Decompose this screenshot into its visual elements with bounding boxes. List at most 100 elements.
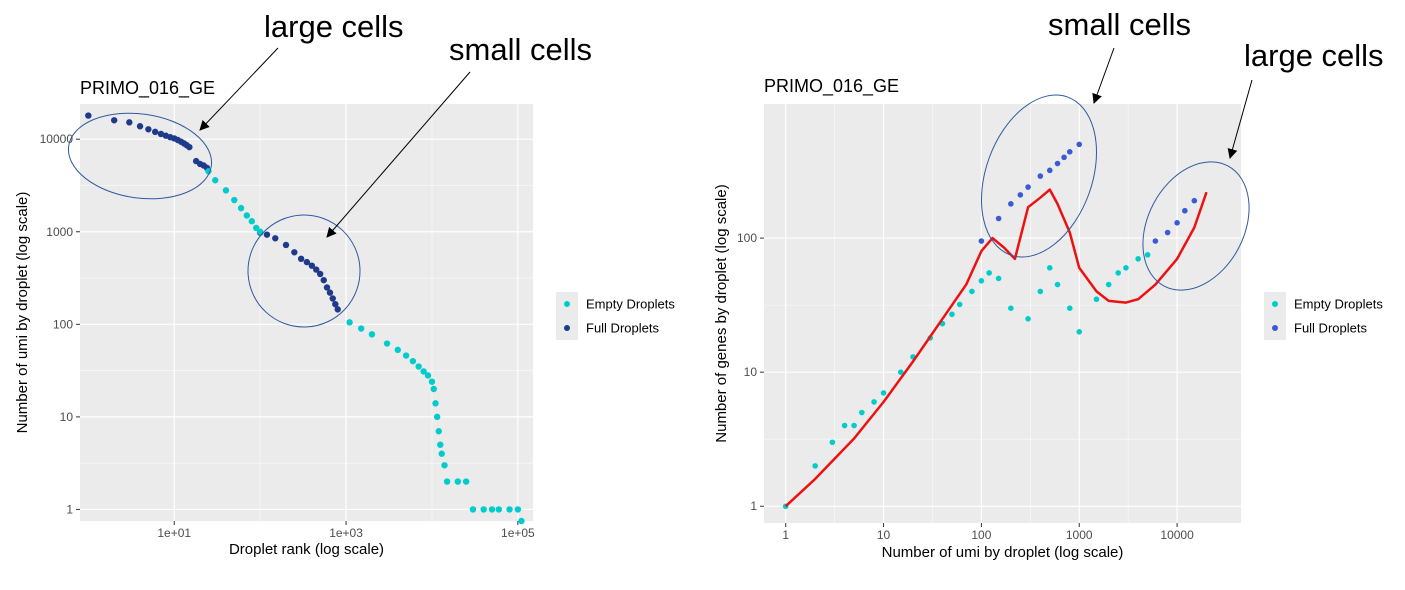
data-point-full [1174, 220, 1180, 226]
data-point-empty [1135, 256, 1141, 262]
data-point-full [334, 306, 341, 313]
annotation-label: large cells [1244, 38, 1384, 73]
data-point-empty [231, 196, 238, 204]
data-point-empty [1066, 305, 1073, 311]
data-point-full [282, 241, 290, 249]
annotation-arrow [326, 71, 471, 238]
data-point-empty [428, 378, 436, 385]
data-point-full [1066, 149, 1073, 155]
data-point-empty [243, 212, 251, 219]
data-point-full [186, 143, 193, 151]
y-tick-label: 1 [750, 499, 757, 513]
data-point-full [320, 276, 327, 284]
data-point-empty [897, 369, 904, 375]
data-point-full [326, 289, 334, 296]
data-point-full [323, 284, 331, 291]
data-point-empty [402, 352, 410, 359]
legend-swatch [564, 325, 570, 331]
data-point-full [978, 238, 985, 244]
data-point-full [1152, 238, 1159, 244]
legend-swatch [1272, 325, 1278, 331]
y-tick-label: 10000 [40, 132, 74, 146]
data-point-empty [409, 357, 417, 365]
chart-left: 1e+01 1e+03 1e+05 1 10 100 1000 10000 PRIMO_016_… [14, 9, 675, 558]
x-tick-label: 1e+01 [157, 526, 191, 540]
data-point-empty [394, 346, 401, 354]
data-point-full [332, 300, 339, 308]
data-point-empty [1115, 270, 1121, 276]
data-point-empty [435, 428, 442, 435]
data-point-empty [1025, 316, 1031, 322]
data-point-empty [978, 278, 985, 284]
x-axis-label: Droplet rank (log scale) [229, 541, 384, 558]
data-point-empty [469, 506, 477, 513]
legend-swatch [564, 301, 570, 307]
annotation-label: small cells [1048, 7, 1191, 42]
data-point-empty [518, 517, 525, 525]
y-axis-label: Number of umi by droplet (log scale) [14, 192, 31, 434]
data-point-full [297, 255, 305, 263]
data-point-empty [256, 228, 264, 235]
data-point-full [303, 258, 311, 266]
data-point-empty [212, 177, 219, 184]
highlight-ellipse [67, 112, 213, 200]
data-point-empty [424, 372, 432, 379]
data-point-full [151, 128, 159, 136]
x-tick-label: 10000 [1160, 528, 1194, 542]
data-point-empty [253, 224, 260, 232]
data-point-full [1164, 229, 1171, 236]
data-point-empty [956, 301, 963, 308]
data-point-empty [222, 187, 230, 194]
y-tick-label: 1 [66, 502, 73, 516]
legend-key-background [1264, 292, 1286, 340]
legend-label: Empty Droplets [586, 297, 675, 312]
data-point-full [313, 266, 320, 273]
y-tick-label: 10 [744, 365, 758, 379]
annotation-arrow [1092, 47, 1115, 104]
data-point-empty [480, 506, 487, 513]
y-tick-label: 100 [53, 317, 73, 331]
data-point-empty [514, 506, 522, 513]
data-point-full [110, 117, 118, 124]
data-point-empty [441, 462, 448, 469]
data-point-empty [430, 385, 437, 393]
annotation-arrow [1227, 79, 1253, 159]
data-point-empty [437, 441, 444, 448]
data-point-empty [443, 478, 451, 485]
data-point-empty [420, 368, 427, 375]
data-point-empty [432, 400, 439, 407]
data-point-full [1182, 207, 1188, 214]
annotation-label: large cells [264, 9, 404, 44]
data-point-empty [1105, 281, 1112, 288]
data-point-empty [248, 218, 256, 225]
data-point-empty [1054, 281, 1061, 288]
data-point-empty [237, 204, 245, 212]
chart-title: PRIMO_016_GE [764, 76, 899, 97]
data-point-full [157, 130, 165, 138]
data-point-full [1076, 141, 1083, 148]
data-point-empty [346, 319, 353, 326]
legend-label: Full Droplets [586, 321, 659, 336]
data-point-empty [433, 413, 441, 421]
data-point-empty [1008, 305, 1014, 311]
x-tick-label: 10 [877, 528, 891, 542]
x-tick-label: 1 [782, 528, 789, 542]
legend-key-background [556, 292, 578, 340]
x-axis-label: Number of umi by droplet (log scale) [882, 544, 1124, 561]
data-point-empty [383, 340, 391, 347]
data-point-empty [995, 275, 1002, 282]
data-point-full [1046, 167, 1053, 174]
highlight-ellipse [247, 214, 361, 328]
data-point-empty [1046, 265, 1053, 271]
data-point-empty [438, 450, 445, 457]
data-point-empty [506, 506, 513, 513]
data-point-empty [1123, 265, 1129, 271]
data-point-empty [986, 270, 992, 276]
data-point-empty [949, 311, 955, 318]
data-point-empty [1076, 329, 1083, 335]
data-point-empty [357, 325, 365, 332]
chart-right: 1 10 100 1000 10000 1 10 100 PRIMO_016_GE Number … [713, 7, 1384, 561]
data-point-empty [368, 331, 376, 338]
y-axis-label: Number of genes by droplet (log scale) [713, 184, 730, 442]
